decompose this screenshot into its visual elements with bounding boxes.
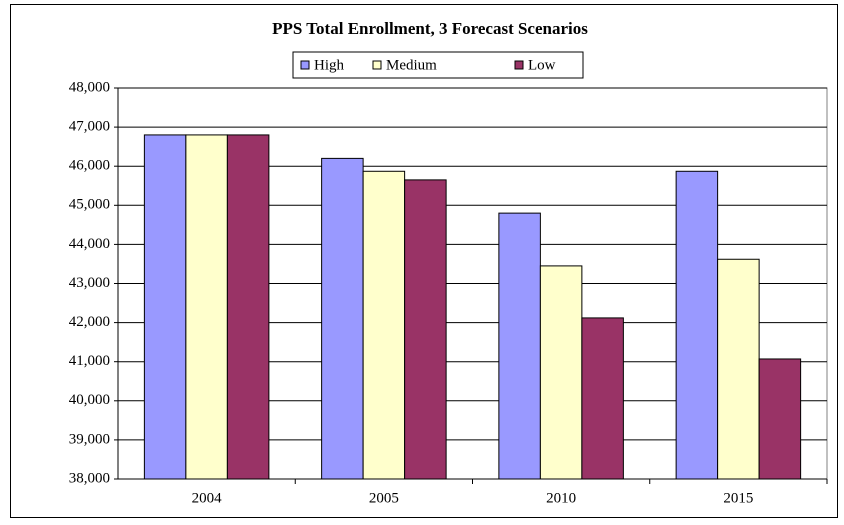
bar [675,170,719,480]
y-tick-label: 38,000 [69,470,110,486]
chart-title: PPS Total Enrollment, 3 Forecast Scenari… [272,19,588,38]
legend-label: Low [528,57,556,73]
bar [362,170,406,480]
bar [539,265,583,480]
bar [143,134,187,480]
y-tick-label: 39,000 [69,431,110,447]
x-tick-label: 2005 [369,490,399,506]
y-tick-label: 42,000 [69,314,110,330]
bar [185,134,228,480]
y-tick-label: 44,000 [69,236,110,252]
y-tick-label: 41,000 [69,353,110,369]
bar [758,358,802,480]
legend-label: Medium [386,57,437,73]
y-tick-label: 48,000 [69,79,110,95]
y-tick-label: 40,000 [69,392,110,408]
legend-swatch [372,60,382,70]
y-tick-label: 46,000 [69,158,110,174]
legend-swatch [300,60,310,70]
x-tick-label: 2010 [546,490,576,506]
legend-label: High [314,57,345,73]
bar [404,179,447,480]
bar [226,134,270,480]
bar [321,157,364,480]
x-tick-label: 2015 [723,490,753,506]
bar [581,317,624,480]
legend-swatch [514,60,524,70]
bar [717,258,760,480]
bar [498,212,541,480]
legend-box [292,51,584,79]
x-tick-label: 2004 [192,490,223,506]
y-tick-label: 47,000 [69,119,110,135]
y-tick-label: 45,000 [69,197,110,213]
y-tick-label: 43,000 [69,275,110,291]
